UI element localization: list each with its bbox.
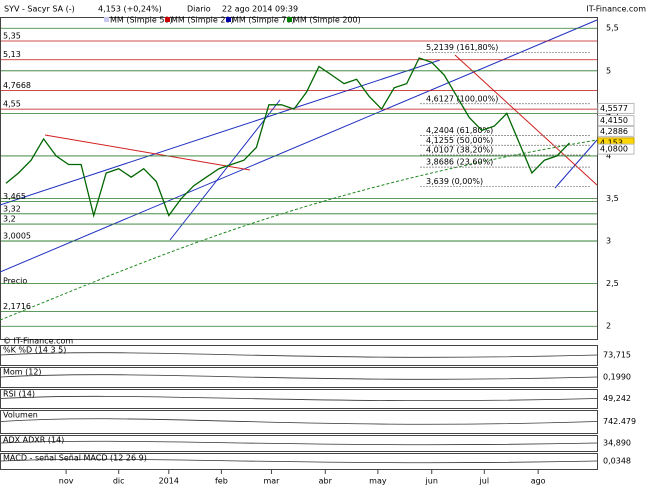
trend-line: [554, 139, 598, 189]
price-box-label: 4,4150: [600, 116, 628, 125]
level-label: 2,1716: [3, 302, 31, 311]
legend-swatch: [165, 17, 170, 22]
fib-label: 3,8686 (23,60%): [426, 158, 493, 167]
level-label: 3,2: [3, 215, 16, 224]
price-box-label: 4,2886: [600, 127, 628, 136]
y-tick-label: 3,5: [606, 194, 619, 203]
indicator-value: 73,715: [603, 351, 631, 360]
price-box: [597, 143, 635, 155]
price-panel: [0, 17, 598, 340]
level-label: 4,7668: [3, 81, 31, 90]
fib-label: 5,2139 (161,80%): [426, 43, 498, 52]
legend-entry: MM (Simple 50): [110, 16, 173, 25]
fib-label: 4,2404 (61,80%): [426, 126, 493, 135]
quote: 4,153 (+0,24%): [98, 5, 162, 14]
indicator-name: Volumen: [3, 411, 38, 420]
x-tick-label: abr: [319, 477, 333, 486]
x-tick-label: feb: [215, 477, 228, 486]
fib-label: 3,639 (0,00%): [426, 177, 483, 186]
y-tick-label: 2: [606, 322, 611, 331]
indicator-value: 742.479: [603, 417, 636, 426]
level-label: 5,13: [3, 50, 21, 59]
x-tick-label: jun: [425, 477, 438, 486]
indicator-line: [0, 418, 598, 425]
legend-entry: MM (Simple 70): [232, 16, 295, 25]
price-box: [597, 125, 635, 137]
price-box-label: 4,0800: [600, 145, 628, 154]
indicator-value: 0,1990: [603, 373, 631, 382]
legend-swatch: [226, 17, 231, 22]
period: Diario: [187, 5, 211, 14]
legend-entry: MM (Simple 200): [293, 16, 361, 25]
fib-label: 4,6127 (100,00%): [426, 94, 498, 103]
fib-label: 4,0107 (38,20%): [426, 146, 493, 155]
price-label: Precio: [3, 277, 27, 286]
indicator-line: [0, 374, 598, 380]
indicator-panel: [0, 435, 598, 452]
indicator-line: [0, 458, 598, 464]
x-tick-label: dic: [113, 477, 125, 486]
x-tick-label: ago: [531, 477, 546, 486]
indicator-line: [0, 440, 598, 446]
indicator-panel: [0, 367, 598, 388]
price-line: [5, 57, 570, 218]
price-box: [597, 102, 635, 114]
indicator-panel: [0, 453, 598, 470]
level-label: 3,0005: [3, 232, 31, 241]
x-tick-label: nov: [59, 477, 74, 486]
price-box-label: 4,153: [600, 138, 623, 147]
indicator-panel: [0, 389, 598, 409]
indicator-line: [0, 352, 598, 358]
level-label: 5,35: [3, 31, 21, 40]
indicator-name: %K %D (14 3 5): [3, 346, 66, 355]
trend-line: [0, 19, 598, 273]
trend-line: [0, 59, 441, 206]
indicator-name: Mom (12): [3, 368, 42, 377]
x-tick-label: 2014: [159, 477, 179, 486]
indicator-line: [0, 395, 598, 402]
fib-label: 4,1255 (50,00%): [426, 136, 493, 145]
indicator-panel: [0, 410, 598, 434]
indicator-value: 0,0348: [603, 457, 631, 466]
y-tick-label: 3: [606, 237, 611, 246]
level-label: 3,32: [3, 204, 21, 213]
y-tick-label: 5: [606, 66, 611, 75]
indicator-name: RSI (14): [3, 390, 35, 399]
trend-line: [44, 134, 251, 171]
y-tick-label: 5,5: [606, 24, 619, 33]
indicator-value: 34,890: [603, 439, 631, 448]
legend-entry: MM (Simple 20): [171, 16, 234, 25]
y-tick-label: 2,5: [606, 279, 619, 288]
trend-line: [454, 54, 598, 186]
trend-line: [169, 99, 281, 241]
price-box: [597, 115, 635, 127]
copyright: © IT-Finance.com: [3, 337, 73, 346]
legend-swatch: [104, 17, 109, 22]
price-box-label: 4,5577: [600, 104, 628, 113]
site: IT-Finance.com: [586, 5, 646, 14]
ma-200: [0, 139, 598, 321]
x-tick-label: jul: [479, 477, 490, 486]
x-tick-label: may: [369, 477, 387, 486]
indicator-value: 49,242: [603, 394, 631, 403]
x-tick-label: mar: [263, 477, 280, 486]
ticker: SYV - Sacyr SA (-): [4, 5, 75, 14]
level-label: 3,465: [3, 192, 26, 201]
level-label: 4,55: [3, 100, 21, 109]
indicator-panel: [0, 345, 598, 366]
y-tick-label: 4: [606, 151, 611, 160]
date: 22 ago 2014 09:39: [222, 5, 298, 14]
legend-swatch: [287, 17, 292, 22]
indicator-name: ADX ADXR (14): [3, 436, 64, 445]
indicator-name: MACD - señal Señal MACD (12 26 9): [3, 454, 147, 463]
